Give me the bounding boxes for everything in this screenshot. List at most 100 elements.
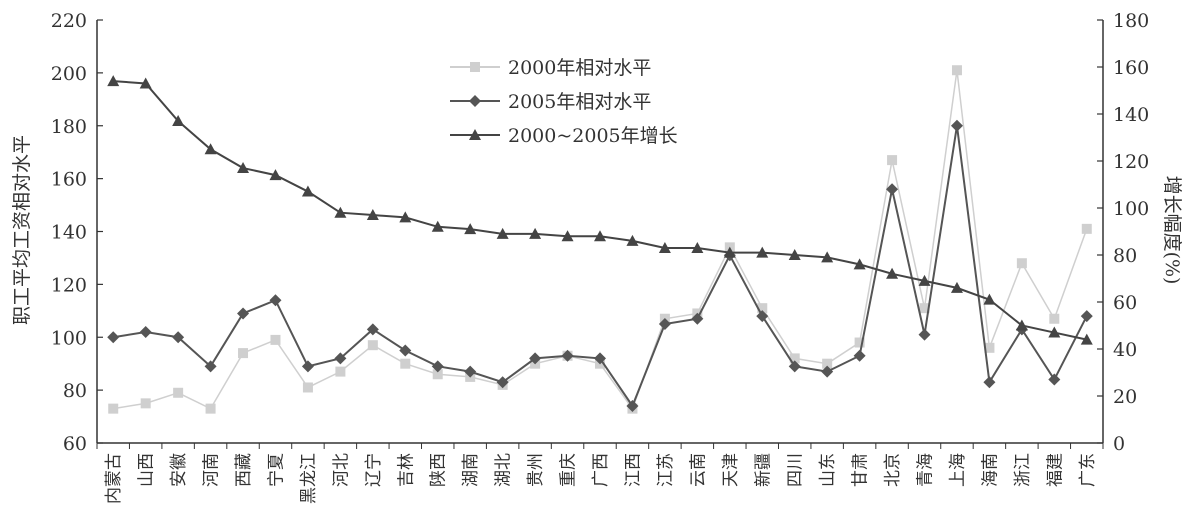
series-1-point bbox=[238, 348, 249, 359]
series-2-point bbox=[626, 399, 639, 412]
series-3-point bbox=[301, 185, 314, 197]
y-axis-left-label: 职工平均工资相对水平 bbox=[11, 135, 33, 325]
series-2-point bbox=[464, 365, 477, 378]
series-2-point bbox=[886, 183, 899, 196]
series-1-point bbox=[367, 340, 378, 351]
y-right-tick-label: 100 bbox=[1113, 198, 1149, 220]
series-1-point bbox=[432, 369, 443, 380]
x-tick-label: 广西 bbox=[591, 453, 611, 487]
series-1-point bbox=[335, 366, 346, 377]
x-tick-label: 河北 bbox=[331, 453, 351, 487]
x-tick-label: 天津 bbox=[721, 453, 741, 487]
series-3-point bbox=[756, 246, 769, 258]
y-left-tick-label: 160 bbox=[51, 169, 87, 191]
y-right-tick-label: 60 bbox=[1113, 292, 1137, 314]
series-2 bbox=[107, 119, 1093, 412]
series-2-point bbox=[366, 323, 379, 336]
series-1-point bbox=[1049, 313, 1060, 324]
x-tick-label: 安徽 bbox=[169, 453, 189, 487]
series-2-point bbox=[950, 119, 963, 132]
series-1-point bbox=[887, 155, 898, 166]
series-3-point bbox=[594, 230, 606, 242]
x-tick-label: 云南 bbox=[688, 453, 708, 487]
legend-marker bbox=[469, 95, 481, 107]
series-1-point bbox=[757, 303, 768, 314]
series-3-point bbox=[723, 246, 736, 258]
series-3-point bbox=[529, 227, 542, 239]
series-3-point bbox=[1015, 319, 1028, 331]
series-3-point bbox=[626, 234, 639, 246]
series-2-point bbox=[172, 331, 185, 344]
x-tick-label: 福建 bbox=[1045, 453, 1065, 487]
y-right-tick-label: 160 bbox=[1113, 57, 1149, 79]
series-1-point bbox=[951, 65, 962, 76]
series-2-point bbox=[1080, 310, 1093, 323]
x-tick-label: 广东 bbox=[1078, 453, 1098, 487]
y-left-tick-label: 80 bbox=[63, 380, 87, 402]
x-tick-label: 河南 bbox=[202, 453, 222, 487]
series-1-point bbox=[822, 358, 833, 369]
legend-item: 2000年相对水平 bbox=[450, 57, 651, 79]
y-left-tick-label: 180 bbox=[51, 116, 87, 138]
series-1-point bbox=[854, 337, 865, 348]
legend-marker bbox=[469, 129, 481, 140]
y-right-tick-label: 120 bbox=[1113, 151, 1149, 173]
series-3-point bbox=[237, 162, 250, 174]
series-3-point bbox=[431, 220, 444, 232]
x-tick-label: 江西 bbox=[623, 453, 643, 487]
legend-label: 2000年相对水平 bbox=[508, 57, 651, 79]
x-tick-label: 西藏 bbox=[234, 453, 254, 487]
legend-label: 2005年相对水平 bbox=[508, 91, 651, 113]
series-3-point bbox=[658, 241, 671, 253]
series-3-point bbox=[886, 267, 899, 279]
x-tick-label: 江苏 bbox=[656, 453, 676, 487]
x-tick-label: 甘肃 bbox=[851, 453, 871, 487]
y-left-tick-label: 100 bbox=[51, 327, 87, 349]
legend-marker bbox=[470, 62, 480, 72]
series-1-point bbox=[919, 303, 930, 314]
series-2-point bbox=[594, 352, 606, 365]
series-3-point bbox=[334, 206, 347, 218]
x-tick-label: 内蒙古 bbox=[104, 453, 124, 504]
series-2-point bbox=[139, 325, 152, 338]
series-2-point bbox=[983, 376, 996, 389]
legend: 2000年相对水平 2005年相对水平 2000~2005年增长 bbox=[450, 57, 678, 147]
y-axis-right-label: 增长幅度(%) bbox=[1161, 176, 1183, 285]
series-3-point bbox=[204, 143, 217, 155]
y-right-tick-label: 20 bbox=[1113, 386, 1137, 408]
series-2-point bbox=[431, 360, 444, 373]
series-1-point bbox=[108, 403, 119, 414]
y-left-tick-label: 200 bbox=[51, 63, 87, 85]
y-left-tick-label: 60 bbox=[63, 433, 87, 455]
series-1-point bbox=[1016, 258, 1027, 269]
series-layer bbox=[107, 65, 1093, 414]
series-3-point bbox=[172, 115, 185, 127]
series-1-point bbox=[400, 358, 411, 369]
series-2-point bbox=[918, 328, 931, 341]
series-2-point bbox=[529, 352, 542, 365]
series-3-point bbox=[1048, 326, 1061, 338]
x-tick-label: 重庆 bbox=[559, 453, 579, 487]
x-tick-label: 山东 bbox=[818, 453, 838, 487]
series-2-point bbox=[334, 352, 347, 365]
series-1-point bbox=[205, 403, 216, 414]
x-tick-label: 山西 bbox=[137, 453, 157, 487]
x-tick-label: 四川 bbox=[786, 453, 806, 487]
x-tick-label: 宁夏 bbox=[266, 453, 286, 487]
series-3-point bbox=[788, 249, 801, 260]
x-tick-label: 新疆 bbox=[753, 453, 773, 487]
x-tick-label: 海南 bbox=[980, 453, 1000, 487]
series-1-point bbox=[302, 382, 313, 393]
series-1-point bbox=[789, 353, 800, 364]
y-left-tick-label: 140 bbox=[51, 222, 87, 244]
y-right-tick-label: 180 bbox=[1113, 10, 1149, 32]
series-3-point bbox=[853, 258, 866, 270]
x-tick-label: 黑龙江 bbox=[299, 453, 319, 504]
series-3-point bbox=[1080, 333, 1093, 345]
y-left-tick-label: 120 bbox=[51, 274, 87, 296]
series-3-point bbox=[464, 223, 477, 235]
series-2-point bbox=[756, 310, 769, 323]
y-right-tick-label: 80 bbox=[1113, 245, 1137, 267]
x-tick-label: 上海 bbox=[948, 453, 968, 487]
series-3-point bbox=[691, 241, 704, 253]
